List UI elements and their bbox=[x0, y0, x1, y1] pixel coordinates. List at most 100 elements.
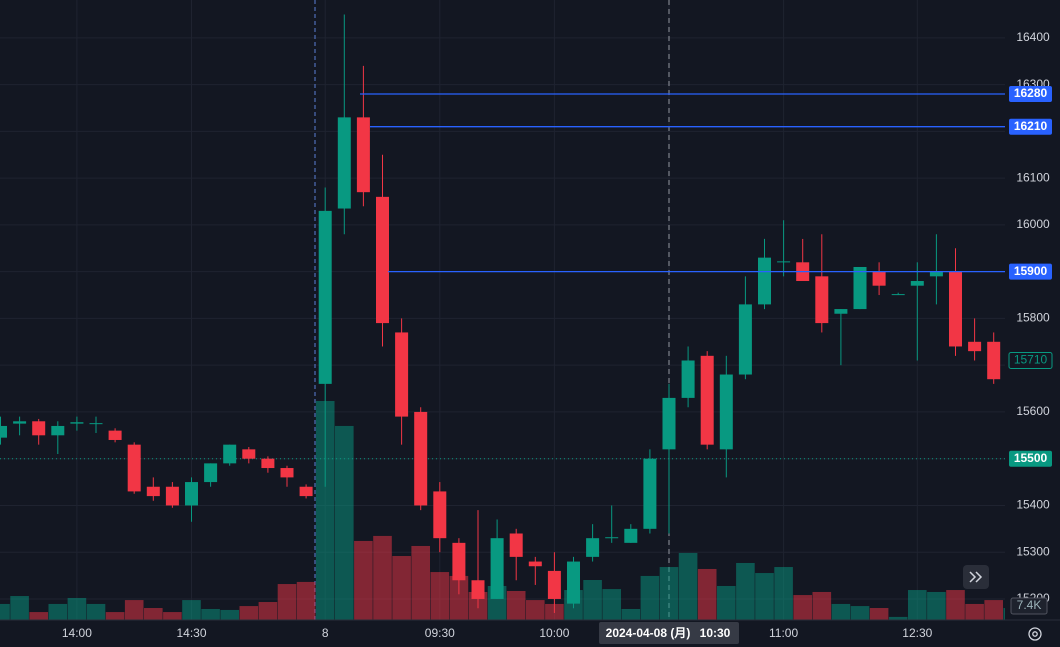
candle-body bbox=[280, 468, 294, 478]
volume-bar bbox=[793, 595, 812, 620]
volume-bar bbox=[831, 603, 851, 620]
y-tick-label: 15400 bbox=[1016, 498, 1050, 512]
y-tick-label: 15600 bbox=[1016, 404, 1050, 418]
candle-body bbox=[929, 271, 943, 277]
candle-body bbox=[528, 561, 542, 567]
volume-bar bbox=[29, 612, 48, 620]
candle-body bbox=[872, 271, 886, 286]
reference-label-box bbox=[1009, 450, 1052, 467]
price-line-label: 16280 bbox=[1014, 86, 1048, 100]
volume-bar bbox=[201, 608, 220, 620]
volume-bar bbox=[315, 401, 335, 620]
volume-bar bbox=[277, 584, 297, 620]
candle-body bbox=[662, 397, 676, 450]
volume-bar bbox=[965, 603, 984, 620]
price-line-label: 15900 bbox=[1014, 264, 1048, 278]
candle-body bbox=[567, 561, 580, 604]
volume-bar bbox=[258, 602, 278, 620]
volume-bar bbox=[908, 590, 927, 620]
x-tick-label: 12:30 bbox=[902, 626, 932, 640]
candle-body bbox=[891, 294, 905, 296]
candle-body bbox=[242, 449, 256, 459]
last-price-label: 15710 bbox=[1014, 353, 1048, 367]
candle-body bbox=[108, 430, 122, 440]
settings-button[interactable] bbox=[1028, 627, 1042, 641]
volume-bar bbox=[124, 600, 144, 620]
candle-body bbox=[509, 533, 523, 557]
candle-body bbox=[51, 425, 65, 436]
candle-body bbox=[89, 423, 103, 425]
volume-bar bbox=[888, 616, 908, 620]
volume-bar bbox=[927, 591, 946, 620]
candle-body bbox=[719, 374, 733, 450]
volume-bar bbox=[354, 540, 373, 620]
grid bbox=[0, 0, 1005, 620]
volume-bar bbox=[182, 600, 201, 620]
scroll-button[interactable] bbox=[963, 565, 989, 589]
crosshair-time: 10:30 bbox=[700, 626, 731, 640]
candle-body bbox=[185, 482, 198, 506]
volume-bar bbox=[163, 612, 182, 620]
candle-body bbox=[223, 444, 237, 464]
x-tick-label: 10:00 bbox=[539, 626, 569, 640]
candle-body bbox=[70, 422, 84, 424]
crosshair-date: 2024-04-08 (月) bbox=[606, 626, 691, 640]
candle-body bbox=[127, 444, 141, 492]
candle-body bbox=[853, 266, 867, 310]
volume-bar bbox=[812, 591, 832, 620]
volume-bar bbox=[105, 612, 125, 620]
candle-body bbox=[681, 360, 695, 398]
candle-body bbox=[777, 261, 791, 263]
candle-body bbox=[910, 281, 924, 286]
volume-bar bbox=[411, 545, 430, 620]
volume-bar bbox=[335, 425, 354, 620]
volume-bar bbox=[506, 591, 526, 620]
volume-bar bbox=[583, 579, 602, 620]
candle-body bbox=[261, 458, 275, 469]
volume-bar bbox=[449, 575, 469, 620]
candle-body bbox=[758, 257, 771, 305]
candle-body bbox=[32, 421, 46, 436]
x-tick-label: 09:30 bbox=[425, 626, 455, 640]
volume-bar bbox=[946, 590, 965, 620]
candle-body bbox=[547, 570, 561, 599]
candle-body bbox=[643, 458, 657, 529]
volume-bar bbox=[1003, 608, 1005, 620]
candle-body bbox=[165, 486, 179, 506]
last-price-box bbox=[1008, 351, 1053, 369]
volume-bar bbox=[239, 606, 259, 620]
volume-bar bbox=[10, 596, 29, 620]
crosshair-time-box bbox=[599, 622, 739, 644]
candle-body bbox=[452, 542, 466, 581]
volume-bar bbox=[602, 589, 621, 620]
volume-bar bbox=[755, 573, 774, 620]
price-line-label: 16210 bbox=[1014, 119, 1048, 133]
candle-body bbox=[337, 117, 351, 209]
volume-bar bbox=[774, 567, 793, 620]
volume-bar bbox=[392, 556, 411, 620]
price-line-label-box bbox=[1009, 263, 1052, 280]
candle-body bbox=[490, 538, 504, 599]
axes: 1520015300154001550015600157001580015900… bbox=[62, 30, 1053, 644]
price-line-label-box bbox=[1009, 85, 1052, 102]
candle-body bbox=[987, 341, 1001, 380]
candle-body bbox=[395, 332, 409, 417]
candle-body bbox=[376, 196, 389, 324]
plot-area bbox=[0, 0, 1005, 620]
volume-bar bbox=[86, 603, 106, 620]
y-tick-label: 16000 bbox=[1016, 217, 1050, 231]
candle-body bbox=[605, 537, 619, 539]
candle-body bbox=[414, 411, 428, 506]
candle-body bbox=[318, 210, 332, 384]
x-tick-label: 8 bbox=[322, 626, 329, 640]
y-tick-label: 16100 bbox=[1016, 170, 1050, 184]
candle-body bbox=[433, 491, 447, 539]
candle-body bbox=[0, 425, 7, 438]
volume-bar bbox=[659, 567, 679, 620]
candle-body bbox=[700, 355, 714, 445]
volume-bar bbox=[373, 535, 392, 620]
candle-body bbox=[586, 538, 600, 557]
